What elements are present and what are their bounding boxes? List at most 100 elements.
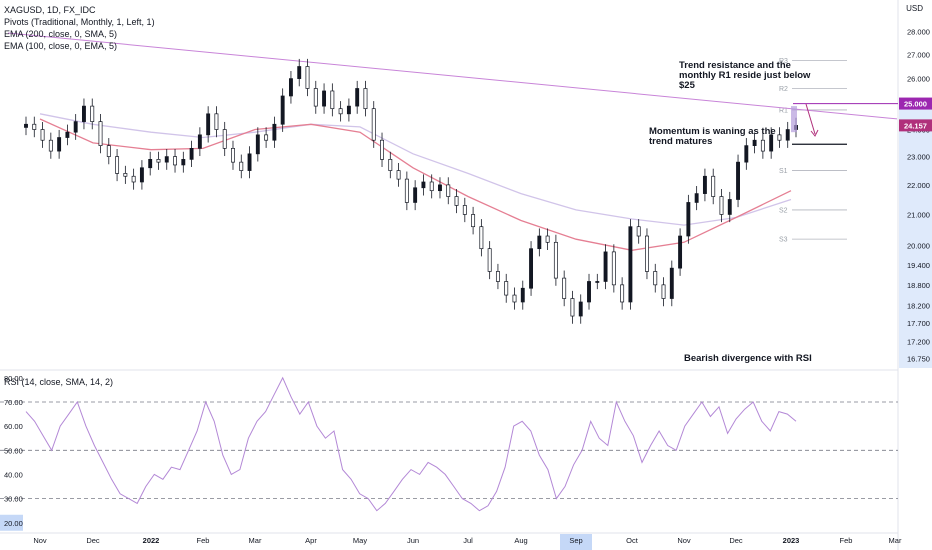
candle-body xyxy=(346,105,351,115)
annotation-resistance-line3: $25 xyxy=(679,80,695,91)
candle-body xyxy=(280,95,285,125)
price-tick-label: 20.000 xyxy=(907,241,930,250)
candle-body xyxy=(744,145,749,163)
last-price-badge-text: 24.157 xyxy=(904,121,927,130)
candle-body xyxy=(338,108,343,115)
candle-body xyxy=(479,226,484,250)
candle-body xyxy=(694,193,699,203)
r1-price-badge xyxy=(899,97,932,110)
candle-body xyxy=(760,139,765,152)
candle-body xyxy=(520,287,525,303)
candle-body xyxy=(529,248,534,289)
candle-body xyxy=(288,78,293,97)
candle-body xyxy=(24,123,28,128)
candle-body xyxy=(404,178,409,203)
candle-body xyxy=(255,134,260,155)
time-tick-label: Dec xyxy=(86,536,100,545)
candle-body xyxy=(305,66,310,89)
candle-body xyxy=(636,226,641,237)
candle-body xyxy=(371,108,376,141)
candle-body xyxy=(57,137,62,152)
candle-body xyxy=(355,88,360,107)
candle-body xyxy=(231,148,235,163)
candle-body xyxy=(628,226,633,303)
time-tick-label: May xyxy=(353,536,367,545)
candle-body xyxy=(363,88,368,110)
candle-body xyxy=(90,105,95,122)
annotation-resistance-line1: Trend resistance and the xyxy=(679,60,791,71)
candle-body xyxy=(553,241,558,279)
candle-body xyxy=(504,281,509,296)
candle-body xyxy=(438,184,442,192)
rsi-tick-label: 80.00 xyxy=(4,374,23,383)
pivot-label-r3: R3 xyxy=(779,58,788,65)
candle-body xyxy=(239,161,244,171)
candle-body xyxy=(206,113,211,136)
candle-body xyxy=(388,159,393,171)
time-tick-label: 2023 xyxy=(783,536,800,545)
price-tick-label: 17.700 xyxy=(907,319,930,328)
candle-body xyxy=(446,184,451,197)
time-tick-label: Apr xyxy=(305,536,317,545)
last-candle-highlight xyxy=(791,106,797,133)
candle-body xyxy=(727,199,732,215)
candle-body xyxy=(32,123,37,130)
candle-body xyxy=(603,251,608,282)
candle-body xyxy=(106,145,111,157)
candle-body xyxy=(587,281,591,303)
candle-body xyxy=(678,235,683,269)
candle-body xyxy=(645,235,649,272)
candle-body xyxy=(752,139,757,146)
candle-body xyxy=(711,175,716,197)
candle-body xyxy=(48,139,53,152)
price-tick-label: 18.800 xyxy=(907,281,930,290)
candle-body xyxy=(40,129,45,141)
candle-body xyxy=(487,248,492,272)
candle-body xyxy=(65,131,70,138)
price-tick-label: 21.000 xyxy=(907,210,930,219)
candle-body xyxy=(264,134,269,141)
time-tick-label: Mar xyxy=(249,536,262,545)
annotation-momentum-line1: Momentum is waning as the xyxy=(649,126,776,137)
candle-body xyxy=(214,113,219,130)
trendline-resistance xyxy=(7,32,898,120)
candle-body xyxy=(736,161,740,200)
candle-body xyxy=(197,134,202,149)
price-tick-label: 16.750 xyxy=(907,354,930,363)
rsi-tick-label: 30.00 xyxy=(4,495,23,504)
candle-body xyxy=(421,181,426,189)
candle-body xyxy=(669,267,674,299)
candle-body xyxy=(537,235,542,250)
candle-body xyxy=(595,281,600,283)
momentum-arrow-line xyxy=(805,103,816,135)
time-tick-label: Jul xyxy=(463,536,473,545)
last-price-badge xyxy=(899,119,932,132)
candle-body xyxy=(272,123,277,141)
price-tick-label: 23.000 xyxy=(907,153,930,162)
price-tick-label: 27.000 xyxy=(907,51,930,60)
momentum-arrow-head xyxy=(810,129,819,137)
annotation-momentum-line2: trend matures xyxy=(649,136,713,147)
legend-ema100: EMA (100, close, 0, EMA, 5) xyxy=(4,41,118,51)
legend-ema200: EMA (200, close, 0, SMA, 5) xyxy=(4,29,118,39)
candle-body xyxy=(115,156,120,174)
currency-unit: USD xyxy=(906,4,923,13)
candle-body xyxy=(471,214,476,228)
r1-price-badge-text: 25.000 xyxy=(904,100,927,109)
candle-body xyxy=(495,271,500,282)
rsi-tick-label: 70.00 xyxy=(4,398,23,407)
candle-body xyxy=(686,202,691,237)
candle-body xyxy=(131,175,136,183)
legend-pivots: Pivots (Traditional, Monthly, 1, Left, 1… xyxy=(4,17,155,27)
candle-body xyxy=(462,205,467,215)
candle-body xyxy=(322,90,327,107)
candle-body xyxy=(777,134,782,141)
candle-body xyxy=(380,139,384,160)
candle-body xyxy=(98,121,103,146)
candle-body xyxy=(611,251,616,286)
ema100-line xyxy=(39,118,792,251)
candle-body xyxy=(545,235,550,243)
time-tick-label: Nov xyxy=(677,536,691,545)
candle-body xyxy=(570,298,575,317)
